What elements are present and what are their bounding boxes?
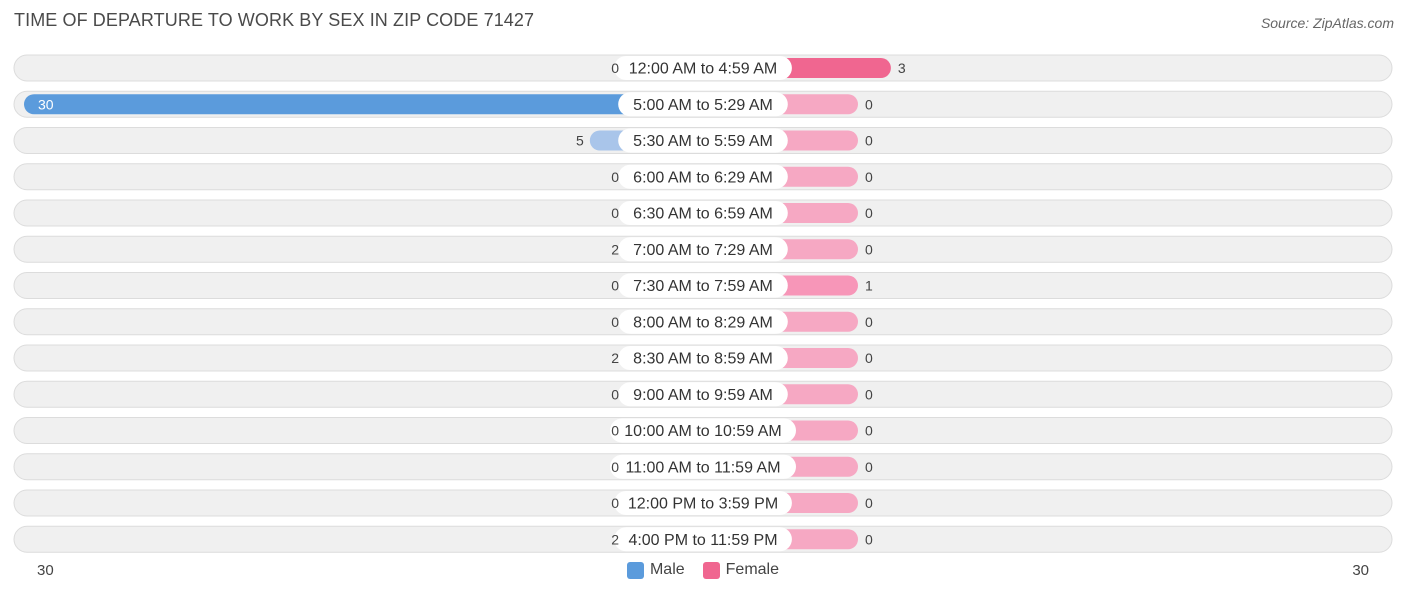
legend-item-male[interactable]: Male [626, 561, 685, 579]
category-label: 7:00 AM to 7:29 AM [633, 242, 773, 259]
category-label: 12:00 PM to 3:59 PM [628, 496, 778, 513]
category-pill [618, 92, 788, 117]
male-value-label: 2 [611, 241, 619, 257]
category-label: 4:00 PM to 11:59 PM [628, 532, 777, 549]
category-pill [614, 56, 792, 80]
female-swatch-icon [702, 561, 720, 579]
male-value-label: 0 [611, 169, 619, 185]
male-value-label: 0 [611, 314, 619, 330]
category-label: 11:00 AM to 11:59 AM [625, 459, 780, 476]
category-label: 9:00 AM to 9:59 AM [633, 387, 773, 404]
axis-right-label: 30 [1352, 562, 1369, 579]
male-value-label: 2 [611, 531, 619, 547]
male-value-label: 0 [611, 423, 619, 439]
male-value-label: 5 [576, 133, 584, 149]
female-value-label: 0 [865, 423, 873, 439]
category-pill [618, 309, 788, 334]
female-value-label: 0 [865, 459, 873, 475]
female-value-label: 0 [865, 205, 873, 221]
male-swatch-icon [626, 561, 644, 579]
male-value-label: 2 [611, 350, 619, 366]
chart-title: TIME OF DEPARTURE TO WORK BY SEX IN ZIP … [14, 10, 535, 30]
female-value-label: 0 [865, 386, 873, 402]
axis-left-label: 30 [37, 562, 54, 579]
legend-male-label: Male [649, 561, 685, 578]
category-pill [610, 454, 796, 479]
category-label: 10:00 AM to 10:59 AM [624, 423, 781, 440]
male-value-label: 0 [611, 459, 619, 475]
category-label: 5:30 AM to 5:59 AM [633, 133, 773, 150]
male-value-label: 0 [611, 278, 619, 294]
legend-female-label: Female [725, 561, 780, 578]
category-pill [618, 128, 788, 153]
category-label: 5:00 AM to 5:29 AM [633, 97, 773, 114]
male-value-label: 0 [611, 205, 619, 221]
female-value-label: 0 [865, 241, 873, 257]
category-label: 8:30 AM to 8:59 AM [633, 351, 773, 368]
category-pill [618, 346, 788, 370]
male-value-label: 0 [611, 386, 619, 402]
category-pill [618, 382, 788, 407]
female-value-label: 0 [865, 169, 873, 185]
category-label: 8:00 AM to 8:29 AM [633, 314, 773, 331]
male-value-label: 0 [611, 495, 619, 511]
category-pill [610, 418, 796, 443]
legend: Male Female [0, 561, 1406, 579]
female-value-label: 0 [865, 96, 873, 112]
female-value-label: 0 [865, 531, 873, 547]
legend-item-female[interactable]: Female [702, 561, 780, 579]
category-pill [614, 491, 792, 515]
category-pill [618, 201, 788, 225]
female-value-label: 0 [865, 350, 873, 366]
category-pill [618, 273, 788, 298]
female-value-label: 0 [865, 495, 873, 511]
category-pill [618, 164, 788, 189]
category-label: 6:00 AM to 6:29 AM [633, 169, 773, 186]
category-label: 7:30 AM to 7:59 AM [633, 278, 773, 295]
category-pill [618, 237, 788, 262]
category-label: 6:30 AM to 6:59 AM [633, 206, 773, 223]
female-value-label: 0 [865, 314, 873, 330]
category-label: 12:00 AM to 4:59 AM [629, 61, 778, 78]
female-value-label: 1 [865, 278, 873, 294]
male-value-label: 30 [38, 96, 54, 112]
female-value-label: 3 [898, 60, 906, 76]
female-value-label: 0 [865, 133, 873, 149]
male-bar[interactable] [24, 94, 703, 115]
category-pill [614, 527, 792, 552]
male-value-label: 0 [611, 60, 619, 76]
source-label: Source: ZipAtlas.com [1260, 15, 1394, 31]
